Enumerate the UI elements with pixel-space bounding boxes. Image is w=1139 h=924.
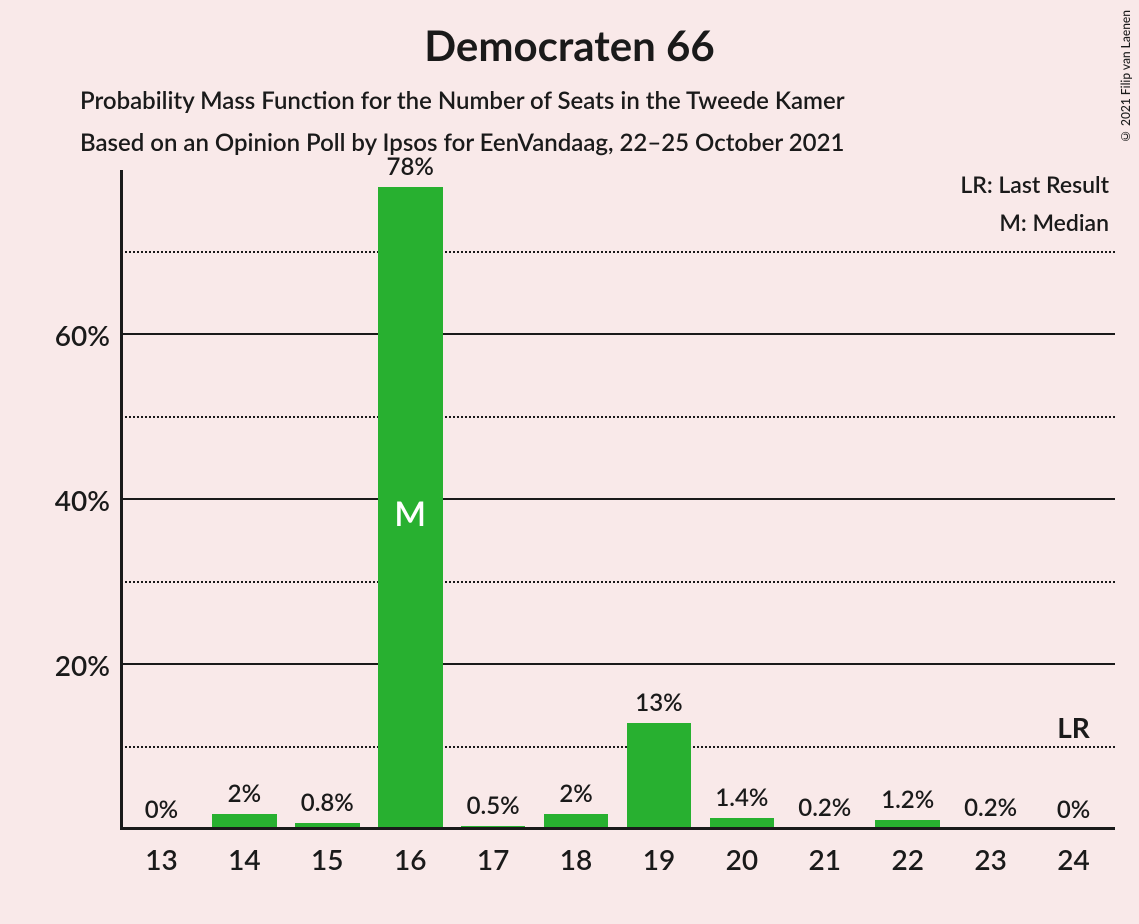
bar-value-label: 0.2% (964, 793, 1017, 822)
chart-title: Democraten 66 (0, 20, 1139, 70)
bar-value-label: 1.2% (881, 785, 934, 814)
x-axis (120, 827, 1115, 830)
x-axis-label: 21 (809, 842, 841, 876)
gridline-minor (120, 416, 1115, 418)
gridline-major (120, 663, 1115, 665)
x-axis-label: 19 (643, 842, 675, 876)
x-axis-label: 24 (1057, 842, 1089, 876)
bar-value-label: 2% (559, 779, 592, 808)
median-marker: M (394, 493, 426, 534)
bar-value-label: 78% (387, 152, 434, 181)
bar-value-label: 0% (145, 795, 178, 824)
bar-value-label: 0% (1057, 795, 1090, 824)
bar (627, 723, 692, 830)
chart-subtitle-2: Based on an Opinion Poll by Ipsos for Ee… (80, 128, 844, 157)
last-result-line (120, 746, 1115, 748)
bar-value-label: 0.8% (301, 788, 354, 817)
chart-subtitle-1: Probability Mass Function for the Number… (80, 86, 845, 115)
x-axis-label: 13 (145, 842, 177, 876)
x-axis-label: 23 (974, 842, 1006, 876)
gridline-major (120, 333, 1115, 335)
y-axis (120, 170, 123, 830)
chart-plot-area: 20%40%60%0%132%140.8%1578%16M0.5%172%181… (120, 170, 1115, 830)
y-axis-label: 40% (55, 483, 110, 517)
bar-value-label: 2% (228, 779, 261, 808)
x-axis-label: 18 (560, 842, 592, 876)
last-result-marker: LR (1057, 710, 1090, 744)
x-axis-label: 16 (394, 842, 426, 876)
y-axis-label: 20% (55, 648, 110, 682)
gridline-major (120, 498, 1115, 500)
bar-value-label: 1.4% (715, 783, 768, 812)
gridline-minor (120, 251, 1115, 253)
x-axis-label: 15 (311, 842, 343, 876)
x-axis-label: 17 (477, 842, 509, 876)
gridline-minor (120, 581, 1115, 583)
x-axis-label: 14 (228, 842, 260, 876)
copyright-text: © 2021 Filip van Laenen (1118, 10, 1133, 144)
bar-value-label: 0.2% (798, 793, 851, 822)
bar-value-label: 0.5% (467, 791, 520, 820)
x-axis-label: 20 (726, 842, 758, 876)
y-axis-label: 60% (55, 318, 110, 352)
x-axis-label: 22 (891, 842, 923, 876)
bar-value-label: 13% (635, 688, 682, 717)
